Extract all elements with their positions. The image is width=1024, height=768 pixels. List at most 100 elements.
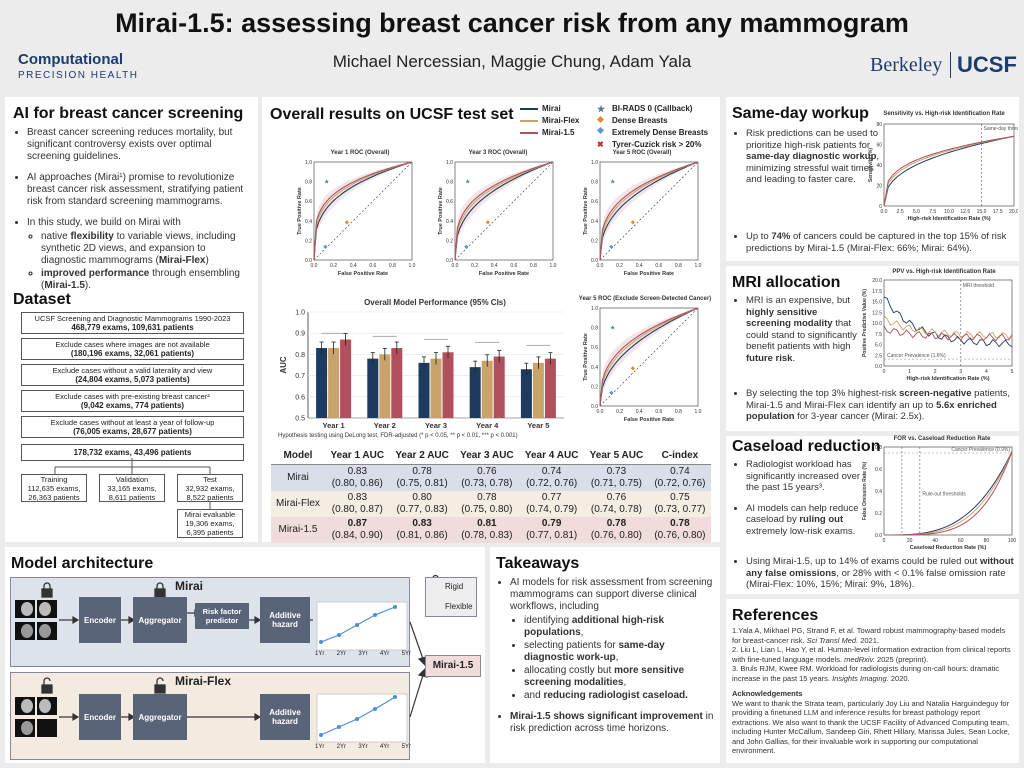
y-tick-label: 0.0: [875, 533, 882, 539]
table-header: Year 5 AUC: [589, 450, 644, 461]
y-tick-label: 0.2: [305, 238, 312, 244]
bar-mirai: [469, 367, 481, 418]
table-cell: 0.79 (0.77, 0.81): [526, 518, 578, 541]
y-tick-label: 80: [876, 122, 882, 128]
bar-mirai-1-5: [442, 352, 454, 418]
x-tick-label: 0.6: [655, 409, 662, 415]
x-tick-label: 0.4: [491, 263, 498, 269]
roc-curve-mirai: [599, 307, 699, 407]
y-tick-label: 0.0: [305, 258, 312, 264]
marker-extremely-dense: [609, 390, 614, 395]
flow-step-2: Exclude cases where images are not avail…: [21, 338, 244, 360]
x-axis-label: High-risk Identification Rate (%): [907, 216, 990, 222]
hazard-plot-mirai: [316, 601, 408, 651]
table-header: Model: [283, 450, 313, 461]
x-tick-label: 0.2: [616, 409, 623, 415]
y-axis-label: True Positive Rate: [297, 187, 303, 235]
plot-frame: [883, 446, 1013, 536]
legend-mirai-flex: Mirai-Flex: [542, 116, 580, 125]
x-tick-label: 0.2: [471, 263, 478, 269]
x-tick-label: 7.5: [929, 209, 936, 215]
y-tick-label: 0.6: [295, 394, 305, 401]
sameday-bullets: Risk predictions can be used to prioriti…: [734, 128, 882, 195]
x-tick-label: 0.4: [350, 263, 357, 269]
x-tick-label: 100: [1008, 538, 1017, 544]
y-tick-label: 0.6: [591, 199, 598, 205]
y-tick-label: 0.8: [295, 352, 305, 359]
roc-title-y1: Year 1 ROC (Overall): [330, 150, 390, 156]
results-legend: ★ ✖ Mirai Mirai-Flex Mirai-1.5 BI-RADS 0…: [518, 103, 718, 151]
x-tick-label: 0.8: [675, 263, 682, 269]
y-tick-label: 17.5: [872, 289, 882, 295]
x-axis-label: False Positive Rate: [338, 271, 388, 277]
y-tick-label: 0.9: [295, 331, 305, 338]
y-tick-label: 0.0: [591, 258, 598, 264]
bar-mirai: [520, 369, 532, 418]
y-tick-label: 0.6: [446, 199, 453, 205]
y-tick-label: 0.2: [591, 238, 598, 244]
roc-curve-mirai-1-5: [454, 161, 554, 261]
legend-mirai: Mirai: [542, 104, 561, 113]
x-tick-label: 20.0: [1009, 209, 1018, 215]
flow-step-3: Exclude cases without a valid laterality…: [21, 364, 244, 386]
bar-mirai-flex: [481, 360, 493, 418]
table-cell: 0.74 (0.72, 0.76): [654, 466, 706, 489]
references-heading: References: [732, 607, 819, 624]
reference-1: 1.Yala A, Mikhael PG, Strand F, et al. T…: [732, 626, 1006, 645]
y-tick-label: 0.4: [591, 219, 598, 225]
lock-legend: [425, 577, 477, 617]
mirai-flex-label: Mirai-Flex: [175, 674, 232, 688]
x-tick-label: 1.0: [550, 263, 557, 269]
x-tick-label: Year 3: [425, 421, 447, 430]
x-axis-label: High-risk Identification Rate (%): [906, 376, 989, 382]
y-tick-label: 0.6: [875, 467, 882, 473]
x-tick-label: 0.0: [597, 263, 604, 269]
caseload-bullet-2: AI models can help reduce caseload by ru…: [746, 503, 864, 538]
hazard-plot-flex: [316, 693, 408, 743]
plot-frame: [313, 161, 413, 261]
x-tick-label: 0.0: [597, 409, 604, 415]
for-curve: [884, 451, 1013, 536]
results-panel: [262, 97, 720, 542]
takeaways-list: AI models for risk assessment from scree…: [498, 577, 716, 744]
mri-panel: MRI allocation MRI is an expensive, but …: [726, 266, 1019, 431]
flow-step-4: Exclude cases with pre-existing breast c…: [21, 390, 244, 412]
mri-bullet-2: By selecting the top 3% highest-risk scr…: [746, 388, 1014, 423]
table-cell: 0.83 (0.80, 0.87): [331, 492, 383, 515]
takeaway-item: selecting patients for same-day diagnost…: [524, 640, 716, 664]
reference-2: 2. Liu L, Lian L, Hao Y, et al. Human-le…: [732, 645, 1011, 664]
table-cell: 0.76 (0.73, 0.78): [461, 466, 513, 489]
y-tick-label: 0.6: [591, 345, 598, 351]
y-axis-label: False Omission Rate (%): [862, 461, 868, 520]
reference-3: 3. Bruls RJM, Kwee RM. Workload for radi…: [732, 664, 1000, 683]
roc-curve-mirai-1-5: [599, 161, 699, 261]
roc-curve-mirai: [313, 161, 413, 261]
bar-chart-title: Overall Model Performance (95% CIs): [364, 298, 506, 307]
y-tick-label: 5.0: [875, 343, 882, 349]
caseload-bullet-3: Using Mirai-1.5, up to 14% of exams coul…: [746, 556, 1014, 591]
y-tick-label: 0.8: [875, 445, 882, 451]
y-tick-label: 0.4: [591, 365, 598, 371]
sameday-bullet-2-list: Up to 74% of cancers could be captured i…: [734, 231, 1014, 261]
ai-bullet-1: Breast cancer screening reduces mortalit…: [27, 127, 253, 163]
x-tick-label: 2.5: [897, 209, 904, 215]
caseload-bullets: Radiologist workload has significantly i…: [734, 459, 864, 546]
takeaways-final: Mirai-1.5 shows significant improvement …: [510, 711, 716, 735]
sameday-chart-title: Sensitivity vs. High-risk Identification…: [883, 111, 1005, 117]
x-tick-label: 0.8: [389, 263, 396, 269]
roc-chart-year5-exclude: 0.00.0 0.2 0.2 0.4 0.4 0.6 0.6 0.8 0.8 1.0 1.0 Fals…: [583, 306, 702, 423]
table-cell: 0.73 (0.71, 0.75): [590, 466, 643, 489]
marker-dense: [344, 220, 349, 225]
sensitivity-curve: [883, 135, 1015, 207]
x-tick-label: 4: [985, 369, 988, 375]
y-tick-label: 0.4: [305, 219, 312, 225]
x-tick-label: 3: [959, 369, 962, 375]
table-header: Year 1 AUC: [330, 450, 385, 461]
encoder-block-flex: Encoder: [79, 694, 121, 740]
x-tick-label: 40: [932, 538, 938, 544]
y-tick-label: 7.5: [875, 332, 882, 338]
encoder-block-mirai: Encoder: [79, 597, 121, 643]
ai-sub-bullet-1: native flexibility to variable views, in…: [41, 231, 253, 267]
table-cell: 0.78 (0.75, 0.80): [461, 492, 513, 515]
table-cell: 0.78 (0.76, 0.80): [590, 518, 643, 541]
